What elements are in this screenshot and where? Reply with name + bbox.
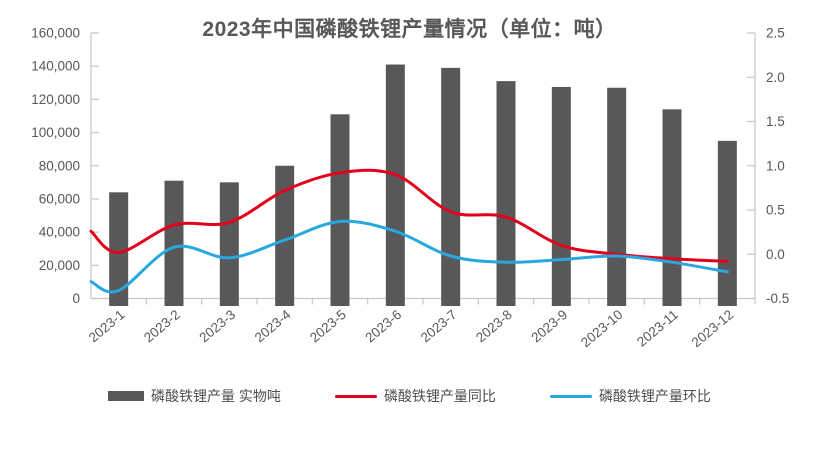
x-axis-label-2023-7: 2023-7 <box>418 307 460 346</box>
chart-title: 2023年中国磷酸铁锂产量情况（单位：吨） <box>202 18 617 41</box>
right-axis-label: 1.5 <box>766 114 785 129</box>
left-axis-label: 100,000 <box>31 125 80 140</box>
bar-2023-3 <box>219 182 239 306</box>
left-axis-label: 0 <box>72 291 80 306</box>
x-axis-label-2023-3: 2023-3 <box>196 307 238 346</box>
bar-2023-2 <box>164 180 184 306</box>
x-axis-label-2023-6: 2023-6 <box>362 307 404 346</box>
bar-2023-4 <box>275 165 295 306</box>
x-axis-label-2023-4: 2023-4 <box>252 306 294 345</box>
bar-2023-11 <box>662 109 682 306</box>
right-axis-label: 2.5 <box>766 26 785 41</box>
bar-2023-5 <box>330 114 350 306</box>
right-axis-label: 2.0 <box>766 70 785 85</box>
legend: 磷酸铁锂产量 实物吨 磷酸铁锂产量同比 磷酸铁锂产量环比 <box>0 386 819 406</box>
yoy-line <box>89 168 729 263</box>
legend-label-production: 磷酸铁锂产量 实物吨 <box>151 388 281 404</box>
bar-2023-8 <box>496 81 516 306</box>
left-axis-label: 160,000 <box>31 26 80 41</box>
bar-2023-7 <box>441 67 461 306</box>
yoy-line-swatch-icon <box>334 394 377 398</box>
left-axis-label: 80,000 <box>39 158 80 173</box>
bar-2023-9 <box>551 86 571 306</box>
mom-line-swatch-icon <box>549 394 592 398</box>
left-axis-label: 60,000 <box>39 191 80 206</box>
x-axis-label-2023-5: 2023-5 <box>307 307 349 346</box>
x-axis-label-2023-12: 2023-12 <box>689 307 737 350</box>
legend-label-yoy: 磷酸铁锂产量同比 <box>383 388 496 404</box>
right-axis-label: -0.5 <box>766 291 789 306</box>
x-axis-label-2023-8: 2023-8 <box>473 307 515 346</box>
left-axis-label: 20,000 <box>39 258 80 273</box>
x-axis-label-2023-1: 2023-1 <box>86 307 128 346</box>
x-axis-label-2023-2: 2023-2 <box>141 307 183 346</box>
legend-label-mom: 磷酸铁锂产量环比 <box>598 388 711 404</box>
bar-2023-1 <box>109 192 129 306</box>
x-axis-label-2023-10: 2023-10 <box>578 307 626 350</box>
bar-2023-6 <box>385 64 405 306</box>
right-axis-label: 0.0 <box>766 247 785 262</box>
left-axis-label: 120,000 <box>31 92 80 107</box>
x-axis-label-2023-9: 2023-9 <box>528 307 570 346</box>
legend-item-production: 磷酸铁锂产量 实物吨 <box>108 386 281 406</box>
right-axis-label: 1.0 <box>766 158 785 173</box>
legend-item-mom: 磷酸铁锂产量环比 <box>549 386 711 406</box>
bar-2023-10 <box>607 87 627 307</box>
x-axis-label-2023-11: 2023-11 <box>634 307 681 350</box>
legend-item-yoy: 磷酸铁锂产量同比 <box>334 386 496 406</box>
left-axis-label: 140,000 <box>31 59 80 74</box>
bar-swatch-icon <box>108 391 145 401</box>
right-axis-label: 0.5 <box>766 203 785 218</box>
left-axis-label: 40,000 <box>39 225 80 240</box>
mom-line <box>89 219 729 294</box>
bar-2023-12 <box>717 140 737 306</box>
